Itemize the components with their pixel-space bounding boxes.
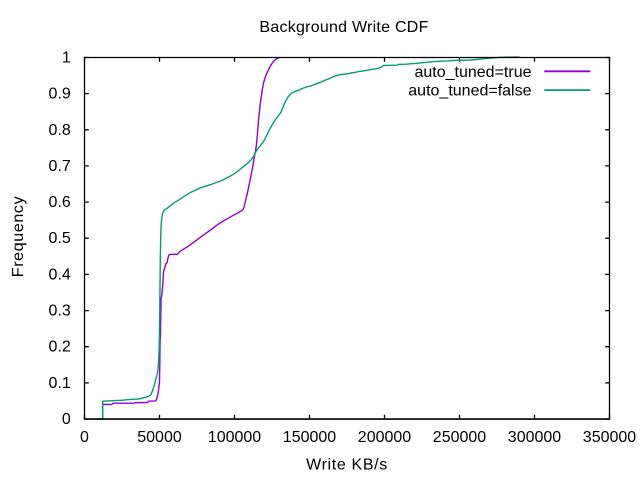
svg-text:200000: 200000 <box>358 429 411 446</box>
svg-text:0: 0 <box>62 411 71 428</box>
svg-text:0.6: 0.6 <box>49 194 71 211</box>
svg-text:0: 0 <box>80 429 89 446</box>
svg-text:0.1: 0.1 <box>49 375 71 392</box>
svg-text:auto_tuned=true: auto_tuned=true <box>415 64 532 81</box>
svg-text:Background Write CDF: Background Write CDF <box>259 19 428 36</box>
svg-text:Frequency: Frequency <box>10 196 27 277</box>
svg-text:0.8: 0.8 <box>49 122 71 139</box>
svg-text:0.3: 0.3 <box>49 303 71 320</box>
svg-text:auto_tuned=false: auto_tuned=false <box>408 83 531 100</box>
svg-text:0.9: 0.9 <box>49 86 71 103</box>
svg-text:0.7: 0.7 <box>49 158 71 175</box>
svg-text:0.5: 0.5 <box>49 230 71 247</box>
svg-text:50000: 50000 <box>137 429 182 446</box>
svg-text:150000: 150000 <box>283 429 336 446</box>
svg-text:Write KB/s: Write KB/s <box>306 456 388 473</box>
svg-text:250000: 250000 <box>433 429 486 446</box>
svg-text:300000: 300000 <box>508 429 561 446</box>
svg-text:0.2: 0.2 <box>49 339 71 356</box>
svg-text:100000: 100000 <box>208 429 261 446</box>
svg-text:1: 1 <box>62 50 71 67</box>
svg-text:0.4: 0.4 <box>49 266 71 283</box>
svg-text:350000: 350000 <box>583 429 636 446</box>
